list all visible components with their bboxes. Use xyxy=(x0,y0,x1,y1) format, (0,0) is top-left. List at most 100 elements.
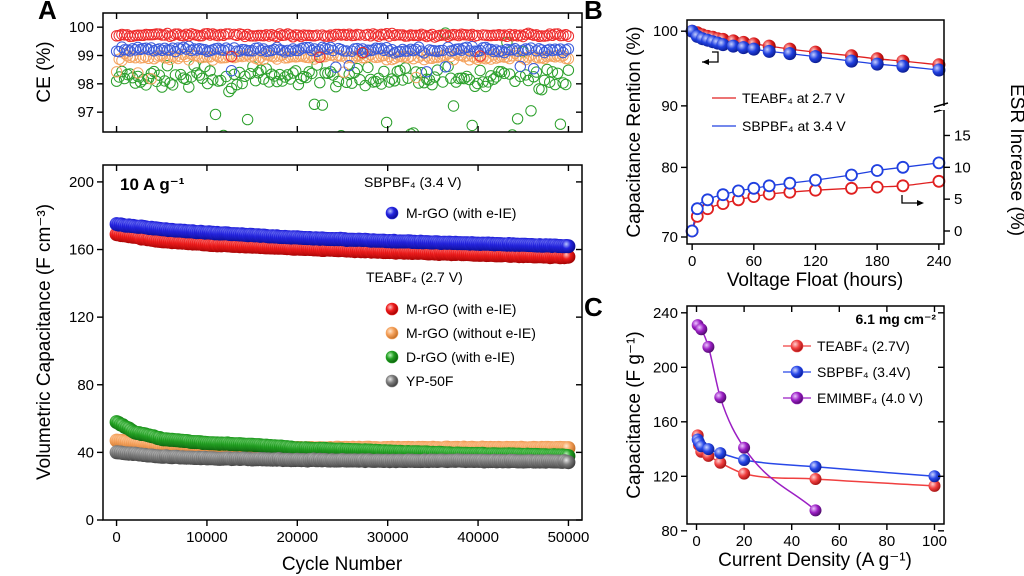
legend-entry-label: SBPBF₄ at 3.4 V xyxy=(742,118,846,134)
ce-data-point xyxy=(287,31,299,43)
ce-data-point xyxy=(252,42,264,54)
ce-data-point xyxy=(402,45,414,57)
ce-data-point xyxy=(225,65,238,77)
ce-data-point xyxy=(308,98,321,111)
retention-data-point xyxy=(726,39,740,53)
ce-data-point xyxy=(161,59,174,72)
esr-data-point xyxy=(762,179,776,193)
cycling-data-point xyxy=(561,239,576,254)
ce-data-point xyxy=(485,43,497,56)
cycling-x-tick-label: 40000 xyxy=(457,529,499,546)
ce-data-point xyxy=(311,59,323,71)
ce-data-point xyxy=(339,141,349,151)
ce-data-point xyxy=(290,65,302,77)
ce-data-point xyxy=(544,76,556,88)
ce-data-point xyxy=(265,68,278,80)
cycling-x-tick-label: 20000 xyxy=(276,529,318,546)
ce-data-point xyxy=(378,65,390,78)
current-density-annotation: 10 A g⁻¹ xyxy=(120,175,185,194)
float-x-tick-label: 60 xyxy=(745,253,762,270)
left-axis-arrow-head xyxy=(702,59,709,65)
ce-data-point xyxy=(562,43,575,55)
ce-data-point xyxy=(177,41,190,53)
ce-data-point xyxy=(161,44,174,56)
rate-y-axis-label: Capacitance (F g⁻¹) xyxy=(624,331,645,498)
rate-x-tick-label: 20 xyxy=(736,533,753,550)
rate-data-point xyxy=(928,479,941,492)
cycling-markers xyxy=(109,217,576,470)
ce-data-point xyxy=(474,64,486,77)
retention-data-point xyxy=(747,42,761,56)
rate-data-point xyxy=(809,460,822,473)
ce-data-point xyxy=(132,70,144,83)
esr-data-point xyxy=(845,181,858,195)
ce-data-point xyxy=(175,43,187,55)
legend-entry-label: YP-50F xyxy=(406,373,453,389)
cycling-y-tick-label: 120 xyxy=(69,309,94,326)
legend-entry-label: M-rGO (without e-IE) xyxy=(406,325,536,341)
ce-data-point xyxy=(455,44,468,56)
cycling-y-tick-label: 40 xyxy=(77,444,94,461)
cycling-x-tick-label: 30000 xyxy=(367,529,409,546)
ce-data-point xyxy=(319,30,331,42)
ce-data-point xyxy=(557,77,569,89)
rate-x-tick-label: 100 xyxy=(922,533,947,550)
rate-data-point xyxy=(714,447,727,460)
ce-data-point xyxy=(343,68,355,81)
esr-data-point xyxy=(896,160,910,174)
ce-data-point xyxy=(410,71,422,84)
cycling-x-tick-label: 10000 xyxy=(186,529,228,546)
ce-data-point xyxy=(132,41,144,54)
esr-data-point xyxy=(701,193,714,207)
ce-data-point xyxy=(316,99,329,111)
ce-data-point xyxy=(552,67,564,80)
ce-data-point xyxy=(173,137,183,147)
legend-marker xyxy=(385,326,399,340)
esr-y-tick-label: 10 xyxy=(954,159,971,176)
ce-data-point xyxy=(538,52,551,65)
ce-data-point xyxy=(356,46,369,59)
ce-data-point xyxy=(191,44,203,56)
ce-data-point xyxy=(132,67,144,79)
ce-data-point xyxy=(560,78,572,91)
ce-data-point xyxy=(145,42,158,54)
legend-entry-label: TEABF₄ at 2.7 V xyxy=(742,90,846,106)
ce-data-point xyxy=(247,45,259,57)
retention-data-point xyxy=(870,57,884,71)
mass-loading-annotation: 6.1 mg cm⁻² xyxy=(855,311,936,327)
ce-data-point xyxy=(562,30,575,42)
retention-data-point xyxy=(737,41,750,55)
rate-data-point xyxy=(738,467,751,480)
ce-data-point xyxy=(514,60,526,73)
rate-x-tick-label: 40 xyxy=(783,533,800,550)
esr-data-point xyxy=(716,188,730,202)
rate-markers xyxy=(691,319,941,517)
esr-data-point xyxy=(747,181,761,195)
ce-data-point xyxy=(378,44,390,56)
ce-data-point xyxy=(435,134,445,144)
ce-data-point xyxy=(330,61,342,73)
ce-data-point xyxy=(437,76,449,88)
ce-data-point xyxy=(402,72,414,84)
rate-x-axis-label: Current Density (A g⁻¹) xyxy=(718,550,912,571)
float-x-tick-label: 240 xyxy=(926,253,951,270)
ce-data-point xyxy=(279,46,291,58)
ce-data-point xyxy=(538,74,551,87)
cycling-x-axis-label: Cycle Number xyxy=(282,554,403,575)
ce-data-point xyxy=(241,113,254,126)
rate-x-tick-label: 0 xyxy=(692,533,700,550)
float-legend: TEABF₄ at 2.7 V SBPBF₄ at 3.4 V xyxy=(712,90,846,134)
ce-data-point xyxy=(201,28,214,40)
ce-data-point xyxy=(530,66,543,78)
ce-data-point xyxy=(263,30,275,42)
ce-data-point xyxy=(228,42,240,54)
ce-data-point xyxy=(287,67,299,79)
cycling-data-point xyxy=(561,249,576,264)
ce-data-point xyxy=(332,75,345,88)
retention-y-axis-label: Capacitance Rention (%) xyxy=(624,26,645,237)
ce-data-point xyxy=(268,43,280,56)
ce-data-point xyxy=(394,45,406,58)
ce-y-tick-label: 97 xyxy=(77,104,94,121)
ce-data-point xyxy=(340,45,353,57)
rate-data-point xyxy=(738,441,751,454)
